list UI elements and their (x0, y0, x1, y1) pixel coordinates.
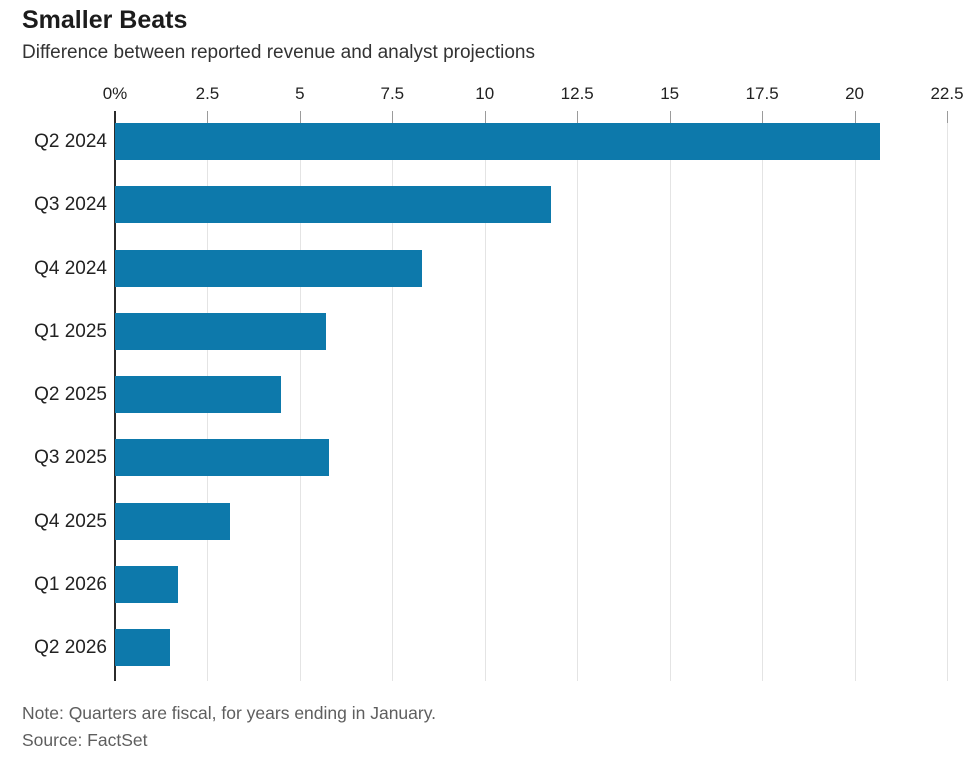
bar (115, 629, 171, 666)
bar-row: Q3 2024 (0, 186, 947, 224)
bar-row: Q1 2026 (0, 565, 947, 603)
bar-track (115, 629, 947, 666)
bar-track (115, 186, 947, 224)
x-axis-tick-label: 20 (845, 84, 865, 103)
bar-row: Q3 2025 (0, 439, 947, 477)
x-axis-tick-mark (299, 111, 301, 123)
x-axis-tick-mark (207, 111, 209, 123)
x-axis-tick-label: 0% (102, 84, 128, 103)
x-axis-tick-mark (484, 111, 486, 123)
bar-track (115, 439, 947, 477)
x-axis-tick-label: 17.5 (745, 84, 779, 103)
bar (115, 376, 282, 413)
bar-row: Q1 2025 (0, 312, 947, 350)
gridline (669, 111, 671, 681)
x-axis-tick-label: 12.5 (560, 84, 594, 103)
category-label: Q4 2025 (34, 510, 107, 532)
chart-note: Note: Quarters are fiscal, for years end… (22, 703, 437, 723)
bar-row: Q4 2025 (0, 502, 947, 540)
x-axis-tick-mark (854, 111, 856, 123)
x-axis-tick-mark (392, 111, 394, 123)
chart-source: Source: FactSet (22, 730, 148, 750)
bar (115, 502, 230, 540)
bar (115, 123, 881, 160)
chart-title: Smaller Beats (22, 6, 188, 34)
bar (115, 312, 326, 350)
category-label: Q3 2024 (34, 194, 107, 216)
x-axis-tick-mark (577, 111, 579, 123)
bar-track (115, 376, 947, 413)
x-axis: 0% 2.5 5 7.5 10 12.5 15 17.5 20 22.5 (103, 84, 964, 104)
x-axis-tick-label: 2.5 (195, 84, 220, 103)
x-axis-tick-label: 10 (475, 84, 495, 103)
x-axis-tick-label: 15 (660, 84, 680, 103)
bar (115, 186, 552, 224)
bar-row: Q4 2024 (0, 249, 947, 287)
bar-row: Q2 2024 (0, 123, 947, 160)
category-label: Q2 2026 (34, 637, 107, 658)
bar-track (115, 502, 947, 540)
category-label: Q2 2024 (34, 131, 107, 152)
x-axis-tick-label: 7.5 (380, 84, 405, 103)
bar-track (115, 565, 947, 603)
category-label: Q2 2025 (34, 384, 107, 405)
category-label: Q3 2025 (34, 447, 107, 469)
gridline (484, 111, 486, 681)
bar (115, 439, 330, 477)
bar (115, 249, 422, 287)
category-label: Q4 2024 (34, 257, 107, 279)
gridline (299, 111, 301, 681)
x-axis-tick-mark (762, 111, 764, 123)
bar-row: Q2 2026 (0, 629, 947, 666)
bar-track (115, 249, 947, 287)
gridline (577, 111, 579, 681)
bar-row: Q2 2025 (0, 376, 947, 413)
category-label: Q1 2026 (34, 573, 107, 595)
bar-track (115, 123, 947, 160)
gridline (854, 111, 856, 681)
x-axis-tick-mark (947, 111, 948, 123)
x-axis-tick-label: 22.5 (930, 84, 964, 103)
gridline (947, 111, 948, 681)
category-label: Q1 2025 (34, 320, 107, 342)
bars: Q2 2024 Q3 2024 Q4 2024 Q1 2025 Q2 2025 Q3 20… (0, 123, 947, 693)
chart-subtitle: Difference between reported revenue and … (22, 42, 535, 63)
x-axis-tick-label: 5 (295, 84, 305, 103)
bar (115, 565, 178, 603)
gridline (762, 111, 764, 681)
gridline (392, 111, 394, 681)
bar-track (115, 312, 947, 350)
x-axis-tick-mark (669, 111, 671, 123)
